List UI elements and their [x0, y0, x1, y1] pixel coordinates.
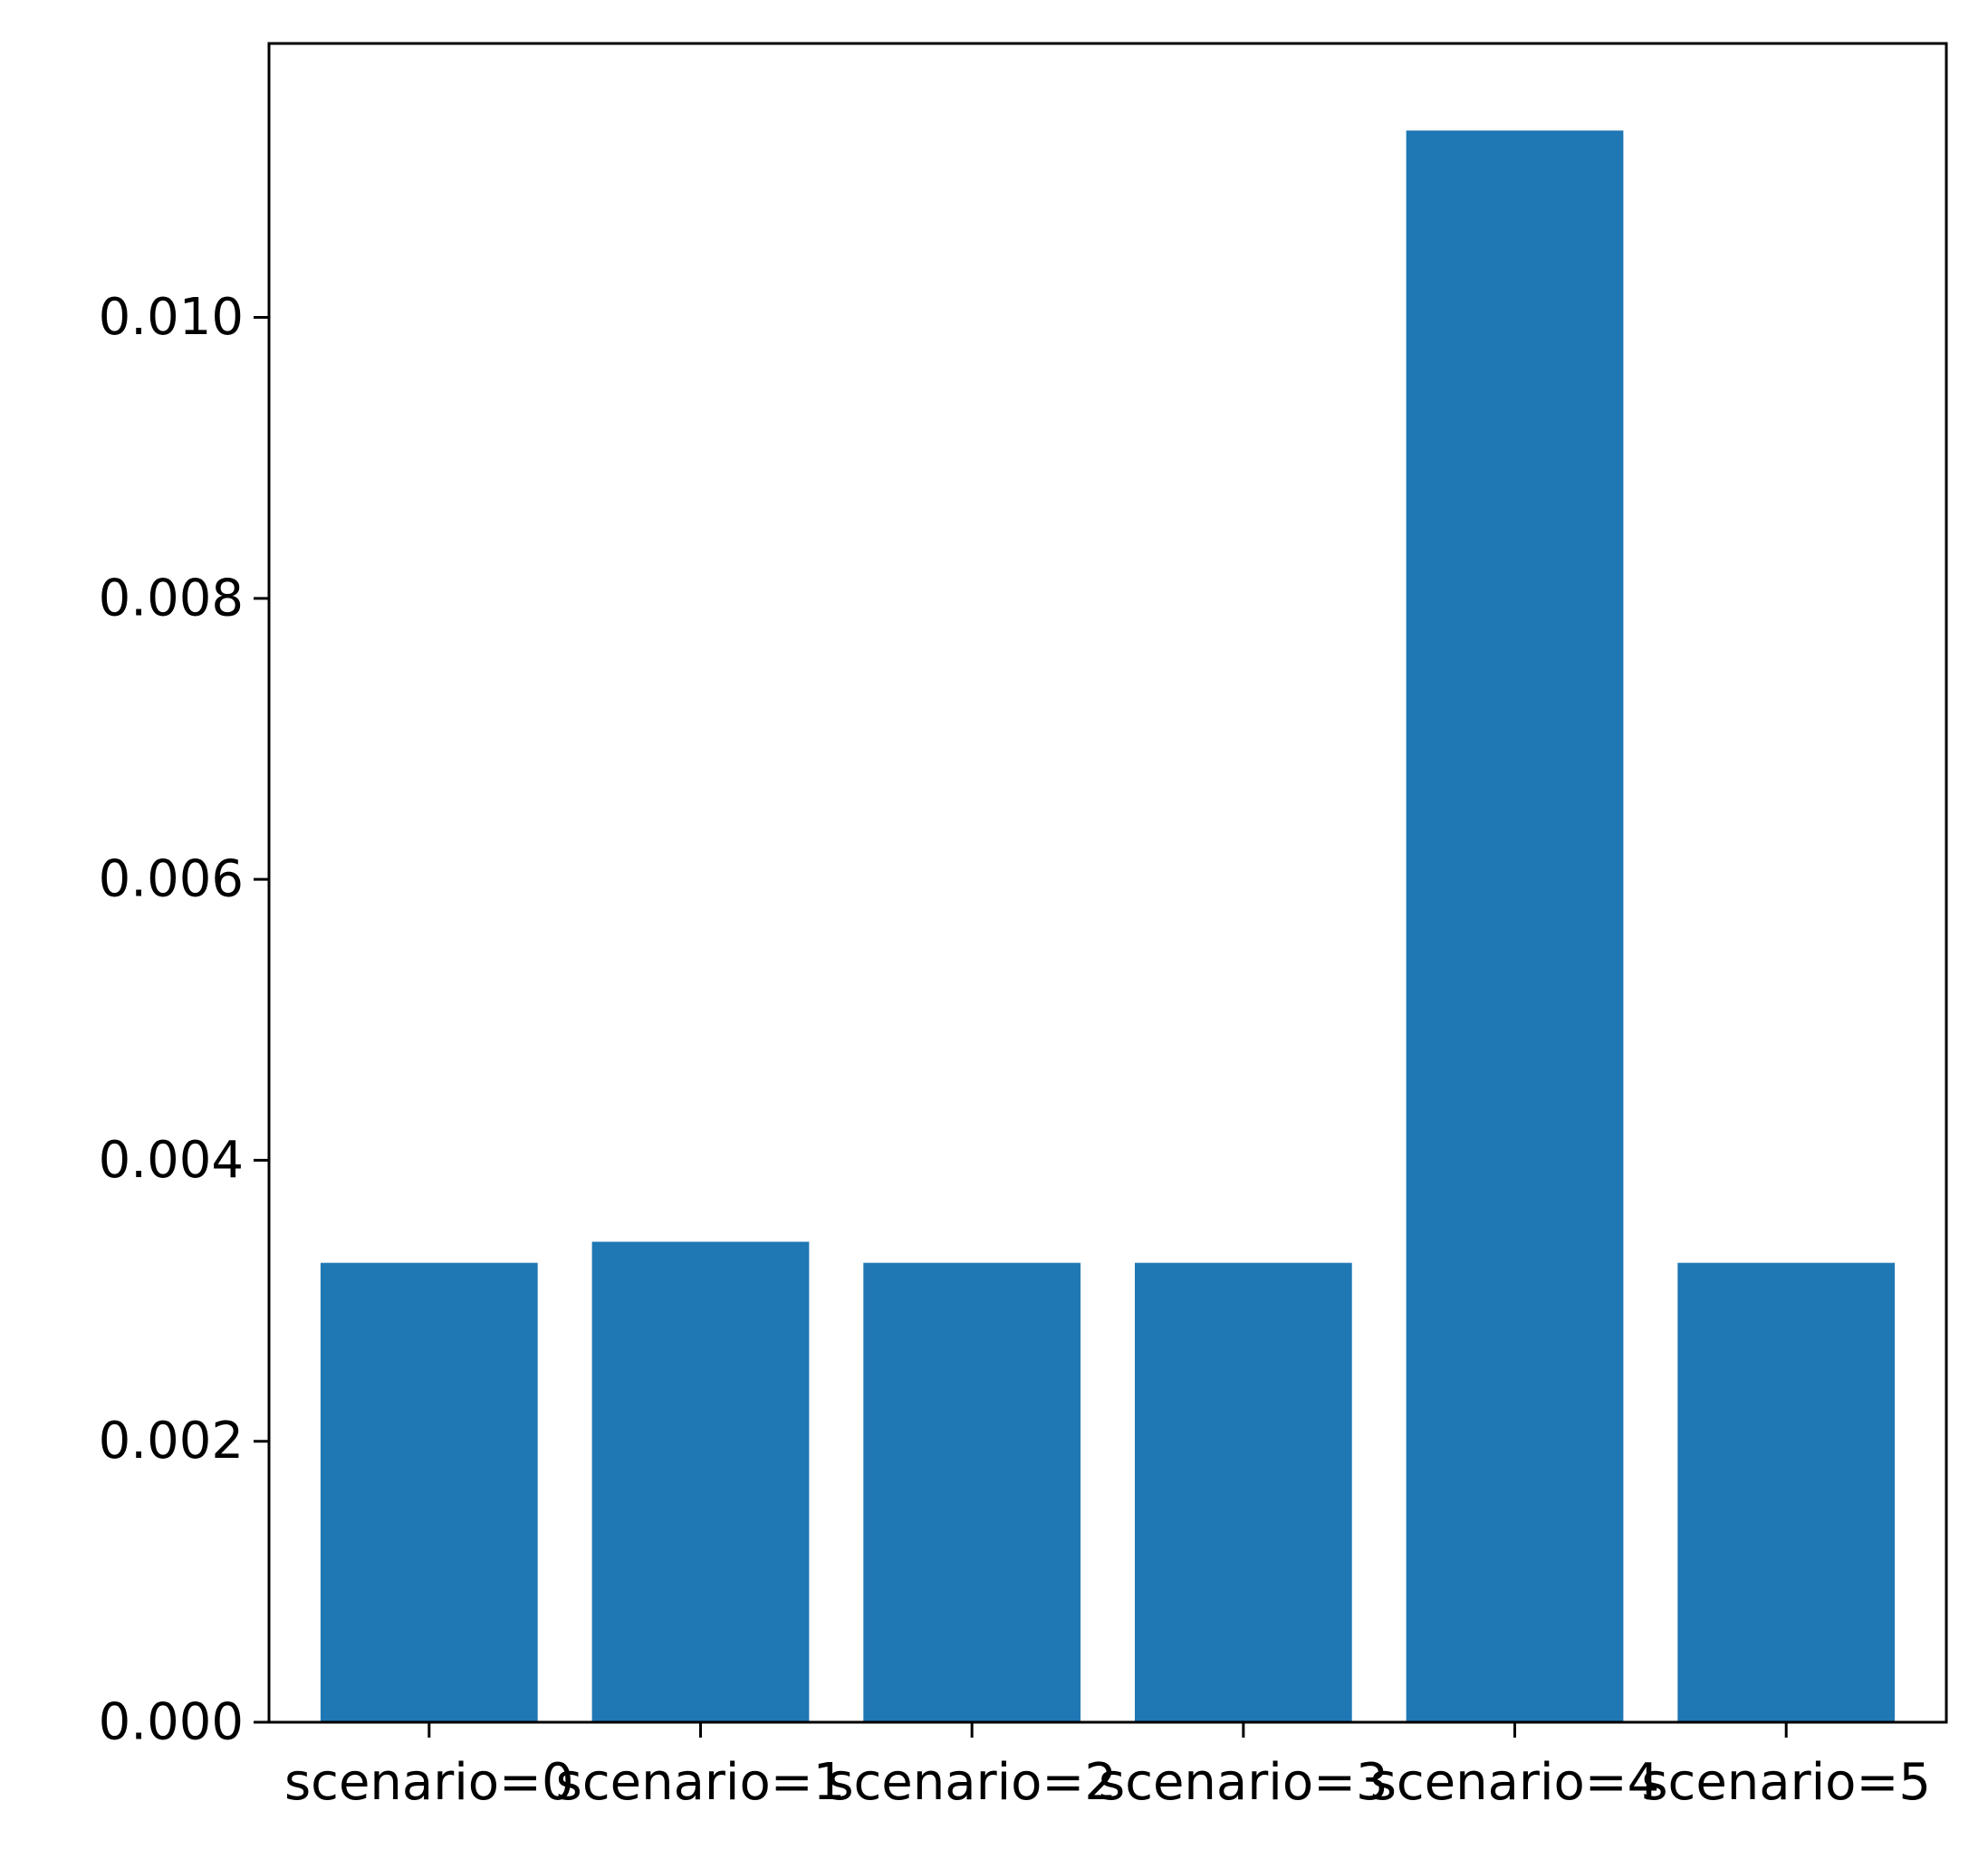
bar-scenario=1: [591, 1241, 810, 1722]
x-tick-label: scenario=5: [1641, 1753, 1931, 1812]
bar-scenario=3: [1134, 1262, 1352, 1722]
x-tick-label: scenario=1: [556, 1753, 846, 1812]
bar-scenario=4: [1406, 130, 1624, 1722]
x-tick-label: scenario=3: [1099, 1753, 1388, 1812]
y-tick-label: 0.004: [99, 1131, 244, 1190]
x-axis: scenario=0scenario=1scenario=2scenario=3…: [284, 1722, 1931, 1812]
bar-scenario=0: [320, 1262, 538, 1722]
x-tick-label: scenario=0: [284, 1753, 574, 1812]
bar-scenario=2: [863, 1262, 1081, 1722]
x-tick-label: scenario=2: [827, 1753, 1117, 1812]
plot-frame: [267, 42, 1948, 1724]
y-tick-label: 0.000: [99, 1693, 244, 1752]
bars-group: [320, 130, 1896, 1722]
x-tick-label: scenario=4: [1370, 1753, 1660, 1812]
y-tick-label: 0.002: [99, 1412, 244, 1470]
y-axis: 0.000 0.002 0.004 0.006 0.008 0.010: [99, 288, 269, 1752]
y-tick-label: 0.010: [99, 288, 244, 347]
y-tick-label: 0.008: [99, 569, 244, 627]
bar-scenario=5: [1677, 1262, 1896, 1722]
y-tick-label: 0.006: [99, 850, 244, 909]
